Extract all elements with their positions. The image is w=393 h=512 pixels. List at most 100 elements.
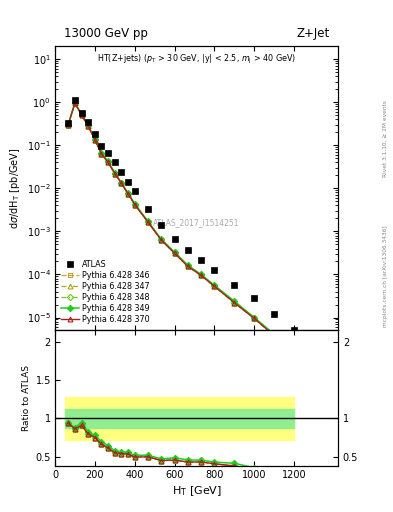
Pythia 6.428 348 (99, 151, 104, 157)
Pythia 6.428 347 (322, 429, 327, 435)
Pythia 6.428 348 (172, 250, 177, 257)
Pythia 6.428 370 (86, 123, 90, 129)
Pythia 6.428 348 (126, 190, 130, 197)
ATLAS (106, 150, 110, 156)
Pythia 6.428 349 (106, 158, 110, 164)
Pythia 6.428 348 (185, 263, 190, 269)
Pythia 6.428 347 (99, 151, 104, 157)
Pythia 6.428 347 (159, 237, 163, 243)
Pythia 6.428 370 (106, 159, 110, 165)
ATLAS (272, 311, 277, 317)
ATLAS (199, 257, 204, 263)
Pythia 6.428 346 (232, 300, 237, 306)
Pythia 6.428 346 (73, 100, 77, 106)
Legend: ATLAS, Pythia 6.428 346, Pythia 6.428 347, Pythia 6.428 348, Pythia 6.428 349, P: ATLAS, Pythia 6.428 346, Pythia 6.428 34… (59, 258, 152, 327)
Pythia 6.428 346 (292, 350, 296, 356)
Pythia 6.428 346 (106, 159, 110, 165)
Pythia 6.428 347 (172, 250, 177, 257)
Pythia 6.428 348 (79, 112, 84, 118)
Pythia 6.428 348 (66, 121, 70, 127)
Pythia 6.428 346 (99, 151, 104, 157)
Pythia 6.428 349 (272, 331, 277, 337)
Pythia 6.428 346 (185, 263, 190, 269)
Pythia 6.428 347 (292, 350, 296, 356)
Pythia 6.428 349 (322, 426, 327, 433)
Pythia 6.428 370 (99, 151, 104, 157)
Pythia 6.428 370 (292, 350, 296, 356)
Pythia 6.428 348 (86, 123, 90, 129)
Text: Z+Jet: Z+Jet (296, 27, 329, 40)
Line: Pythia 6.428 349: Pythia 6.428 349 (66, 100, 326, 432)
Pythia 6.428 347 (66, 121, 70, 127)
Pythia 6.428 349 (159, 236, 163, 242)
Pythia 6.428 346 (132, 201, 137, 207)
Pythia 6.428 348 (199, 272, 204, 279)
Pythia 6.428 370 (73, 100, 77, 106)
Text: 13000 GeV pp: 13000 GeV pp (64, 27, 147, 40)
Pythia 6.428 349 (199, 271, 204, 278)
Pythia 6.428 370 (92, 137, 97, 143)
ATLAS (172, 236, 177, 242)
Pythia 6.428 348 (232, 300, 237, 306)
ATLAS (185, 247, 190, 253)
Pythia 6.428 349 (132, 201, 137, 207)
Pythia 6.428 349 (212, 282, 217, 288)
Pythia 6.428 347 (106, 159, 110, 165)
Pythia 6.428 349 (185, 262, 190, 268)
Pythia 6.428 348 (106, 159, 110, 165)
Pythia 6.428 348 (112, 170, 117, 177)
Text: ATLAS_2017_I1514251: ATLAS_2017_I1514251 (153, 218, 240, 227)
Pythia 6.428 370 (112, 170, 117, 177)
ATLAS (292, 327, 296, 333)
Pythia 6.428 349 (79, 111, 84, 117)
Pythia 6.428 370 (159, 237, 163, 243)
Pythia 6.428 346 (79, 112, 84, 118)
Text: mcplots.cern.ch [arXiv:1306.3436]: mcplots.cern.ch [arXiv:1306.3436] (383, 226, 388, 327)
Pythia 6.428 349 (99, 150, 104, 156)
Pythia 6.428 370 (119, 180, 124, 186)
Pythia 6.428 349 (66, 121, 70, 127)
Pythia 6.428 348 (145, 219, 150, 225)
Pythia 6.428 347 (272, 333, 277, 339)
Pythia 6.428 370 (199, 272, 204, 279)
Pythia 6.428 346 (322, 429, 327, 435)
Pythia 6.428 348 (292, 350, 296, 356)
Pythia 6.428 347 (79, 112, 84, 118)
Pythia 6.428 347 (232, 300, 237, 306)
Pythia 6.428 347 (185, 263, 190, 269)
Line: Pythia 6.428 347: Pythia 6.428 347 (66, 101, 327, 435)
ATLAS (79, 110, 84, 116)
Pythia 6.428 346 (66, 121, 70, 127)
Pythia 6.428 347 (132, 201, 137, 207)
Pythia 6.428 346 (252, 315, 257, 322)
Pythia 6.428 348 (322, 429, 327, 435)
Line: Pythia 6.428 346: Pythia 6.428 346 (66, 101, 326, 434)
Pythia 6.428 349 (73, 100, 77, 106)
Pythia 6.428 348 (252, 315, 257, 322)
Pythia 6.428 370 (145, 219, 150, 225)
Pythia 6.428 370 (252, 315, 257, 322)
Pythia 6.428 349 (86, 122, 90, 129)
Pythia 6.428 370 (185, 263, 190, 269)
Y-axis label: Ratio to ATLAS: Ratio to ATLAS (22, 365, 31, 431)
Pythia 6.428 346 (172, 250, 177, 257)
ATLAS (212, 266, 217, 272)
Pythia 6.428 347 (126, 190, 130, 197)
Pythia 6.428 347 (145, 219, 150, 225)
ATLAS (112, 159, 117, 165)
Pythia 6.428 348 (73, 100, 77, 106)
X-axis label: H$_{\rm T}$ [GeV]: H$_{\rm T}$ [GeV] (171, 484, 222, 498)
Pythia 6.428 348 (119, 180, 124, 186)
Line: ATLAS: ATLAS (65, 97, 327, 396)
Text: Rivet 3.1.10, ≥ 2M events: Rivet 3.1.10, ≥ 2M events (383, 100, 388, 177)
Pythia 6.428 370 (126, 190, 130, 197)
ATLAS (86, 119, 90, 125)
ATLAS (99, 143, 104, 149)
Pythia 6.428 346 (112, 170, 117, 177)
Pythia 6.428 348 (92, 137, 97, 143)
Pythia 6.428 349 (92, 136, 97, 142)
Pythia 6.428 347 (119, 180, 124, 186)
ATLAS (132, 188, 137, 195)
Pythia 6.428 346 (126, 190, 130, 197)
Pythia 6.428 370 (79, 112, 84, 118)
